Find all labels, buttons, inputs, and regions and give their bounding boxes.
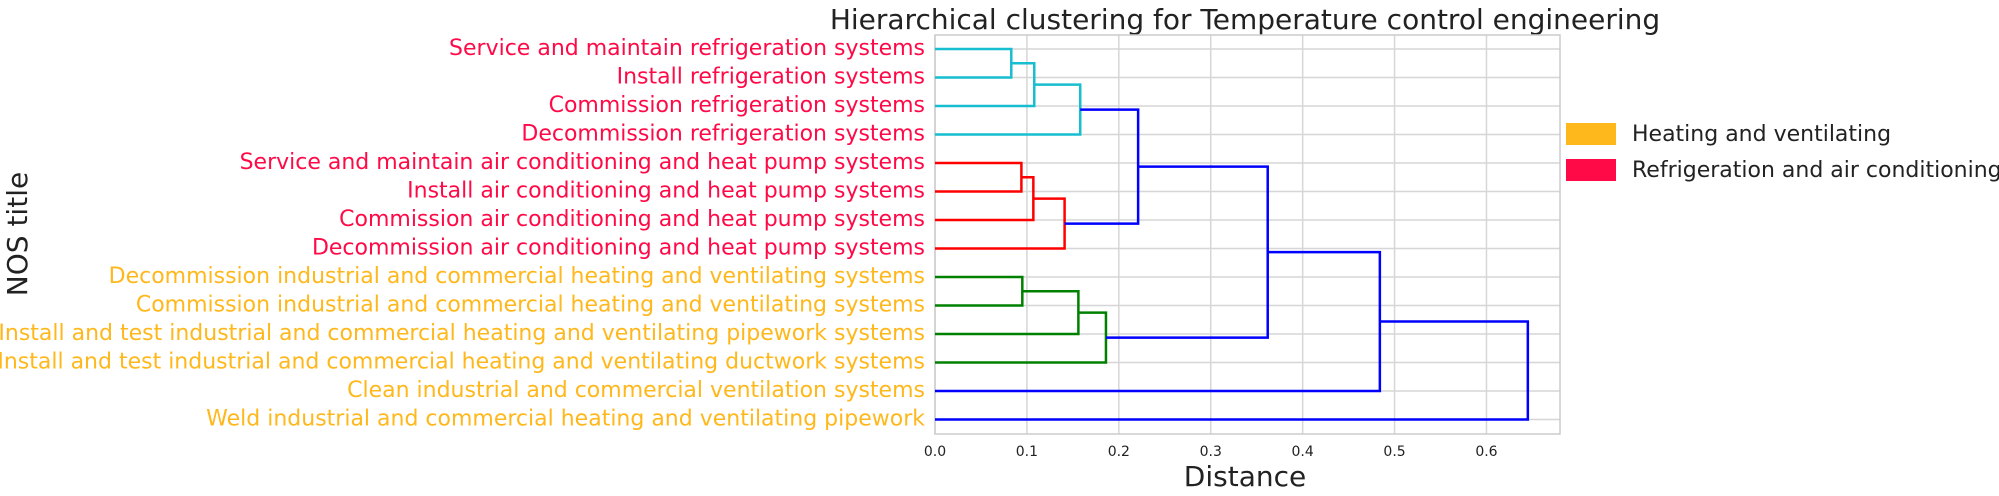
dendrogram-link (935, 83, 1082, 136)
leaf-label: Commission air conditioning and heat pum… (339, 207, 925, 232)
leaf-labels: Service and maintain refrigeration syste… (0, 36, 925, 432)
dendrogram-link (935, 197, 1066, 250)
leaf-label: Decommission refrigeration systems (521, 122, 925, 147)
leaf-label: Install and test industrial and commerci… (0, 321, 925, 346)
leaf-label: Commission refrigeration systems (549, 93, 925, 118)
x-tick-label: 0.0 (924, 444, 946, 460)
x-tick-label: 0.6 (1475, 444, 1497, 460)
x-tick-label: 0.5 (1383, 444, 1405, 460)
chart-title: Hierarchical clustering for Temperature … (830, 3, 1660, 36)
dendrogram-link (935, 311, 1108, 364)
legend: Heating and ventilating Refrigeration an… (1566, 116, 1999, 188)
dendrogram-link (935, 320, 1530, 421)
y-axis-label: NOS title (1, 172, 34, 296)
legend-label-heating: Heating and ventilating (1632, 121, 1892, 147)
leaf-label: Commission industrial and commercial hea… (136, 293, 925, 318)
leaf-label: Clean industrial and commercial ventilat… (347, 378, 925, 403)
dendrogram-link (935, 47, 1013, 79)
leaf-label: Install air conditioning and heat pump s… (407, 179, 925, 204)
x-tick-label: 0.1 (1016, 444, 1038, 460)
dendrogram-link (935, 62, 1036, 108)
x-tick-label: 0.3 (1200, 444, 1222, 460)
x-tick-labels: 0.0 0.1 0.2 0.3 0.4 0.5 0.6 (924, 444, 1498, 460)
dendrogram-links (935, 47, 1530, 421)
leaf-label: Install and test industrial and commerci… (0, 350, 925, 375)
dendrogram-link (935, 250, 1382, 393)
leaf-label: Service and maintain air conditioning an… (240, 150, 925, 175)
legend-label-refrigeration: Refrigeration and air conditioning (1632, 157, 1999, 183)
dendrogram-link (935, 275, 1024, 307)
dendrogram-link (935, 161, 1023, 193)
legend-item-refrigeration: Refrigeration and air conditioning (1566, 152, 1999, 188)
x-tick-label: 0.4 (1292, 444, 1314, 460)
dendrogram-link (935, 290, 1080, 336)
leaf-label: Service and maintain refrigeration syste… (449, 36, 925, 61)
grid (934, 34, 1561, 435)
legend-swatch-refrigeration (1566, 159, 1616, 181)
dendrogram-link (1064, 108, 1140, 225)
dendrogram-link (935, 176, 1035, 222)
x-tick-label: 0.2 (1108, 444, 1130, 460)
leaf-label: Decommission air conditioning and heat p… (312, 236, 925, 261)
leaf-label: Weld industrial and commercial heating a… (206, 407, 925, 432)
legend-swatch-heating (1566, 123, 1616, 145)
legend-item-heating: Heating and ventilating (1566, 116, 1999, 152)
plot-frame (934, 34, 1561, 435)
leaf-label: Decommission industrial and commercial h… (109, 264, 925, 289)
x-axis-label: Distance (1184, 460, 1306, 493)
leaf-label: Install refrigeration systems (617, 65, 925, 90)
